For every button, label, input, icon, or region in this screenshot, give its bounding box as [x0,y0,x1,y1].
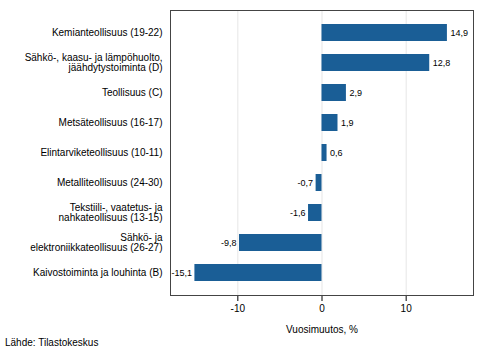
svg-text:2,9: 2,9 [349,88,362,98]
svg-text:Sähkö-, kaasu- ja lämpöhuolto,: Sähkö-, kaasu- ja lämpöhuolto,jäähdytyst… [25,52,163,73]
svg-text:12,8: 12,8 [433,58,451,68]
svg-text:-1,6: -1,6 [290,208,306,218]
svg-text:Tekstiili-, vaatetus- janahkat: Tekstiili-, vaatetus- janahkateollisuus … [59,202,163,223]
svg-text:14,9: 14,9 [450,28,468,38]
svg-text:Metsäteollisuus (16-17): Metsäteollisuus (16-17) [59,117,163,128]
svg-text:Metalliteollisuus (24-30): Metalliteollisuus (24-30) [57,177,163,188]
svg-text:-15,1: -15,1 [171,268,192,278]
svg-text:-9,8: -9,8 [221,238,237,248]
svg-text:Kaivostoiminta ja louhinta (B): Kaivostoiminta ja louhinta (B) [33,267,163,278]
html-text:Lähde: Tilastokeskus: Lähde: Tilastokeskus [5,337,99,348]
svg-text:Teollisuus (C): Teollisuus (C) [102,87,163,98]
svg-text:Sähkö- jaelektroniikkateollisu: Sähkö- jaelektroniikkateollisuus (26-27) [30,232,163,253]
svg-text:1,9: 1,9 [341,118,354,128]
svg-text:-10: -10 [231,303,246,314]
svg-text:0,6: 0,6 [330,148,343,158]
svg-text:0: 0 [319,303,325,314]
svg-text:Vuosimuutos, %: Vuosimuutos, % [286,324,358,335]
svg-text:10: 10 [401,303,413,314]
svg-text:-0,7: -0,7 [298,178,314,188]
svg-text:Kemianteollisuus (19-22): Kemianteollisuus (19-22) [52,27,163,38]
svg-text:Elintarviketeollisuus (10-11): Elintarviketeollisuus (10-11) [40,147,162,158]
